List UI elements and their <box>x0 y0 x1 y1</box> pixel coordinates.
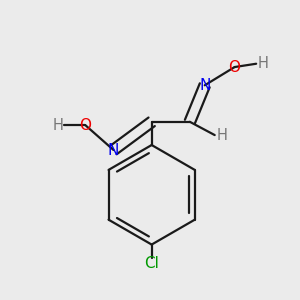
Text: H: H <box>52 118 63 133</box>
Text: H: H <box>217 128 227 142</box>
Text: Cl: Cl <box>144 256 159 271</box>
Text: O: O <box>79 118 91 133</box>
Text: N: N <box>199 78 210 93</box>
Text: H: H <box>257 56 268 71</box>
Text: O: O <box>229 60 241 75</box>
Text: N: N <box>108 142 119 158</box>
